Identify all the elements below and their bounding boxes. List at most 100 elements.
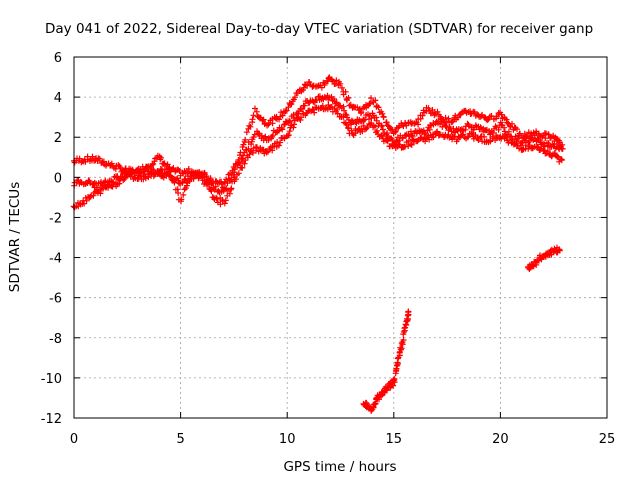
data-point bbox=[419, 112, 426, 119]
data-point bbox=[175, 190, 182, 196]
data-point bbox=[343, 121, 350, 128]
data-point bbox=[254, 144, 260, 151]
data-point bbox=[190, 169, 197, 176]
data-point bbox=[204, 181, 211, 188]
data-point bbox=[105, 184, 112, 191]
data-point bbox=[108, 160, 115, 167]
data-point bbox=[239, 155, 245, 162]
data-point bbox=[145, 174, 152, 181]
x-tick-label: 15 bbox=[386, 432, 403, 447]
data-point bbox=[258, 132, 265, 139]
data-point bbox=[484, 117, 491, 124]
data-point bbox=[383, 137, 390, 143]
data-point bbox=[157, 166, 164, 172]
data-point bbox=[89, 153, 96, 160]
data-point bbox=[298, 114, 304, 121]
data-point bbox=[504, 119, 511, 126]
series-track-lower bbox=[70, 102, 565, 211]
data-point bbox=[472, 132, 479, 138]
data-point bbox=[516, 135, 522, 142]
data-point bbox=[337, 80, 344, 87]
data-point bbox=[199, 177, 206, 184]
data-point bbox=[442, 114, 449, 121]
data-point bbox=[301, 102, 308, 109]
data-point bbox=[95, 155, 102, 162]
data-point bbox=[282, 108, 289, 115]
data-point bbox=[286, 128, 293, 135]
data-point bbox=[292, 94, 298, 101]
data-point bbox=[286, 117, 293, 124]
data-point bbox=[250, 112, 257, 119]
data-point bbox=[279, 126, 286, 133]
data-point bbox=[405, 308, 412, 315]
data-point bbox=[87, 193, 94, 200]
data-point bbox=[175, 177, 182, 184]
data-point bbox=[83, 197, 90, 204]
data-point bbox=[545, 140, 552, 147]
chart-title: Day 041 of 2022, Sidereal Day-to-day VTE… bbox=[45, 21, 593, 37]
data-point bbox=[278, 109, 284, 116]
data-point bbox=[415, 121, 422, 128]
y-tick-label: 6 bbox=[54, 51, 62, 66]
data-point bbox=[367, 100, 373, 107]
data-point bbox=[375, 104, 382, 111]
y-tick-label: 2 bbox=[54, 131, 62, 146]
data-point bbox=[272, 115, 279, 122]
y-tick-label: -10 bbox=[41, 372, 62, 387]
plot-frame bbox=[73, 56, 608, 419]
data-point bbox=[255, 130, 262, 137]
data-point bbox=[239, 164, 246, 171]
data-point bbox=[378, 123, 385, 129]
data-point bbox=[240, 141, 247, 148]
data-point bbox=[186, 178, 193, 184]
data-point bbox=[534, 143, 541, 150]
data-point bbox=[150, 166, 157, 173]
data-point bbox=[380, 126, 386, 133]
data-point bbox=[226, 190, 233, 197]
data-point bbox=[244, 154, 251, 161]
data-point bbox=[501, 124, 507, 131]
data-point bbox=[503, 116, 510, 123]
data-point bbox=[291, 121, 298, 128]
data-point bbox=[396, 349, 403, 356]
data-point bbox=[348, 117, 355, 124]
data-point bbox=[434, 128, 441, 135]
data-point bbox=[408, 141, 415, 148]
data-point bbox=[171, 179, 178, 186]
data-point bbox=[555, 246, 562, 253]
data-point bbox=[203, 173, 210, 180]
data-point bbox=[380, 114, 387, 121]
data-point bbox=[338, 84, 345, 91]
data-point bbox=[208, 188, 215, 195]
data-point bbox=[383, 119, 390, 126]
data-point bbox=[397, 346, 404, 353]
data-point bbox=[222, 197, 229, 204]
data-point bbox=[509, 120, 515, 127]
data-point bbox=[469, 130, 476, 137]
data-point bbox=[430, 134, 437, 141]
data-point bbox=[241, 160, 248, 167]
series-track-middle bbox=[71, 92, 566, 191]
data-point bbox=[180, 191, 187, 198]
data-point bbox=[304, 82, 311, 89]
x-tick-label: 20 bbox=[492, 432, 509, 447]
data-point bbox=[526, 142, 533, 149]
data-point bbox=[260, 116, 267, 123]
data-point bbox=[283, 107, 290, 114]
data-point bbox=[213, 195, 220, 202]
data-point bbox=[175, 166, 182, 173]
data-point bbox=[449, 118, 456, 125]
data-point bbox=[232, 176, 239, 183]
data-point bbox=[287, 118, 294, 125]
data-point bbox=[490, 133, 497, 140]
data-point bbox=[288, 101, 295, 107]
data-point bbox=[299, 106, 305, 113]
y-tick-label: -6 bbox=[49, 292, 62, 307]
data-point bbox=[185, 166, 192, 172]
data-point bbox=[334, 110, 341, 117]
data-point bbox=[149, 170, 155, 176]
x-tick-label: 0 bbox=[70, 432, 78, 447]
data-points bbox=[70, 74, 566, 414]
data-point bbox=[242, 136, 249, 143]
